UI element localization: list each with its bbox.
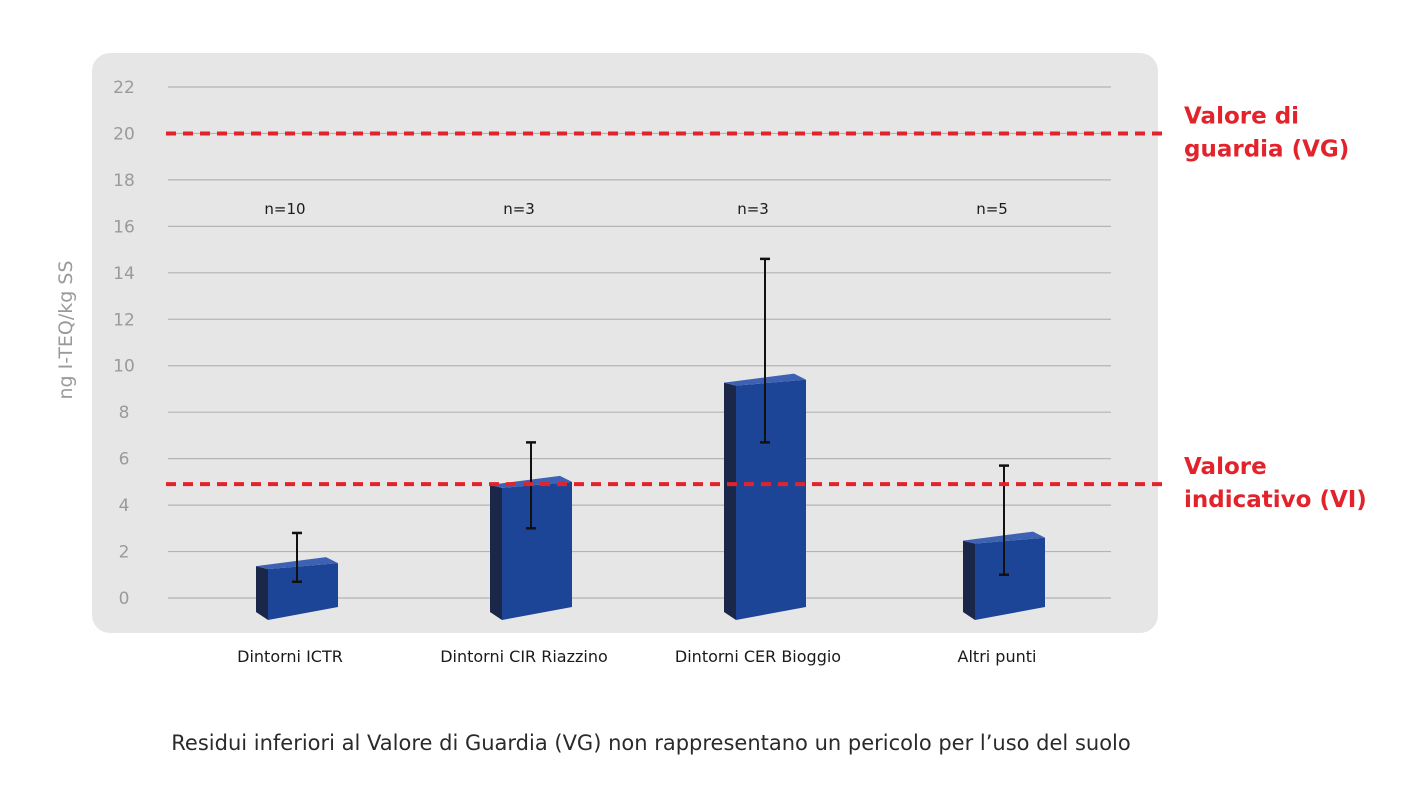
sample-size-label: n=5 bbox=[976, 200, 1008, 218]
bar-side bbox=[490, 484, 502, 620]
bar-front bbox=[268, 563, 338, 620]
y-tick-label: 12 bbox=[113, 310, 135, 330]
y-axis-ticks: 0 2 4 6 8 10 12 14 16 18 20 22 bbox=[113, 78, 135, 609]
y-axis-label: ng I-TEQ/kg SS bbox=[55, 260, 77, 399]
category-label: Dintorni ICTR bbox=[237, 647, 343, 666]
chart-caption: Residui inferiori al Valore di Guardia (… bbox=[171, 731, 1130, 755]
category-label: Dintorni CIR Riazzino bbox=[440, 647, 608, 666]
category-labels: Dintorni ICTR Dintorni CIR Riazzino Dintor… bbox=[237, 647, 1036, 666]
y-tick-label: 18 bbox=[113, 171, 135, 191]
bar-front bbox=[502, 481, 572, 620]
reference-line: Valore indicativo (VI) bbox=[166, 454, 1367, 513]
y-tick-label: 20 bbox=[113, 124, 135, 144]
reference-line-label: guardia (VG) bbox=[1184, 136, 1349, 162]
bar-side bbox=[963, 540, 975, 620]
bar bbox=[724, 373, 806, 620]
bar-side bbox=[256, 566, 268, 620]
y-tick-label: 8 bbox=[119, 403, 130, 423]
reference-lines: Valore di guardia (VG) Valore indicativo (V… bbox=[166, 103, 1367, 513]
bar-front bbox=[736, 379, 806, 620]
category-label: Altri punti bbox=[958, 647, 1037, 666]
error-bar bbox=[292, 531, 302, 583]
bars bbox=[256, 257, 1045, 620]
reference-line-label: Valore bbox=[1184, 454, 1267, 480]
y-tick-label: 6 bbox=[119, 450, 130, 470]
y-tick-label: 2 bbox=[119, 543, 130, 563]
reference-line-label: Valore di bbox=[1184, 103, 1299, 129]
reference-line: Valore di guardia (VG) bbox=[166, 103, 1349, 162]
y-tick-label: 0 bbox=[119, 589, 130, 609]
bar-front bbox=[975, 537, 1045, 620]
y-tick-label: 22 bbox=[113, 78, 135, 98]
y-tick-label: 10 bbox=[113, 357, 135, 377]
reference-line-label: indicativo (VI) bbox=[1184, 487, 1367, 513]
category-label: Dintorni CER Bioggio bbox=[675, 647, 841, 666]
y-tick-label: 4 bbox=[119, 496, 130, 516]
y-tick-label: 14 bbox=[113, 264, 135, 284]
plot-panel bbox=[92, 53, 1158, 633]
sample-size-labels: n=10 n=3 n=3 n=5 bbox=[264, 200, 1007, 218]
sample-size-label: n=3 bbox=[503, 200, 535, 218]
y-tick-label: 16 bbox=[113, 217, 135, 237]
bar-side bbox=[724, 382, 736, 620]
sample-size-label: n=10 bbox=[264, 200, 305, 218]
error-bar bbox=[760, 257, 770, 444]
sample-size-label: n=3 bbox=[737, 200, 769, 218]
